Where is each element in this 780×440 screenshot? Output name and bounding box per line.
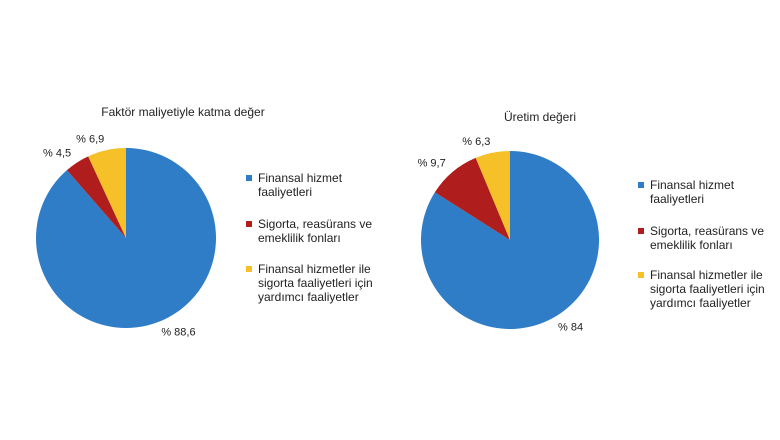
data-label: % 6,9	[76, 133, 104, 145]
legend-swatch	[246, 266, 252, 272]
legend-label: Finansal hizmetler ile sigorta faaliyetl…	[650, 268, 765, 310]
pie-slice	[420, 151, 599, 330]
data-label: % 4,5	[43, 147, 71, 159]
legend-label: Sigorta, reasürans ve emeklilik fonları	[650, 224, 765, 252]
pie-slice	[88, 148, 126, 238]
pie-slice	[434, 157, 510, 240]
chart-title: Üretim değeri	[504, 110, 576, 124]
pie-slice	[66, 156, 126, 238]
pie-slice	[475, 151, 510, 240]
legend-swatch	[638, 182, 644, 188]
chart-title: Faktör maliyetiyle katma değer	[101, 105, 264, 119]
legend-label: Finansal hizmet faaliyetleri	[650, 178, 735, 206]
legend-swatch	[246, 221, 252, 227]
data-label: % 88,6	[161, 326, 195, 338]
data-label: % 84	[558, 321, 583, 333]
legend-item: Sigorta, reasürans ve emeklilik fonları	[246, 217, 378, 245]
legend-swatch	[246, 175, 252, 181]
legend-item: Sigorta, reasürans ve emeklilik fonları	[638, 224, 770, 252]
legend-item: Finansal hizmet faaliyetleri	[246, 171, 378, 199]
pie-slice	[36, 148, 217, 328]
legend-swatch	[638, 272, 644, 278]
legend-item: Finansal hizmetler ile sigorta faaliyetl…	[246, 262, 378, 304]
data-label: % 6,3	[462, 136, 490, 148]
legend-item: Finansal hizmetler ile sigorta faaliyetl…	[638, 268, 770, 310]
legend-swatch	[638, 228, 644, 234]
data-label: % 9,7	[418, 158, 446, 170]
legend-label: Finansal hizmet faaliyetleri	[258, 171, 343, 199]
legend-item: Finansal hizmet faaliyetleri	[638, 178, 770, 206]
legend-label: Sigorta, reasürans ve emeklilik fonları	[258, 217, 373, 245]
legend-label: Finansal hizmetler ile sigorta faaliyetl…	[258, 262, 373, 304]
